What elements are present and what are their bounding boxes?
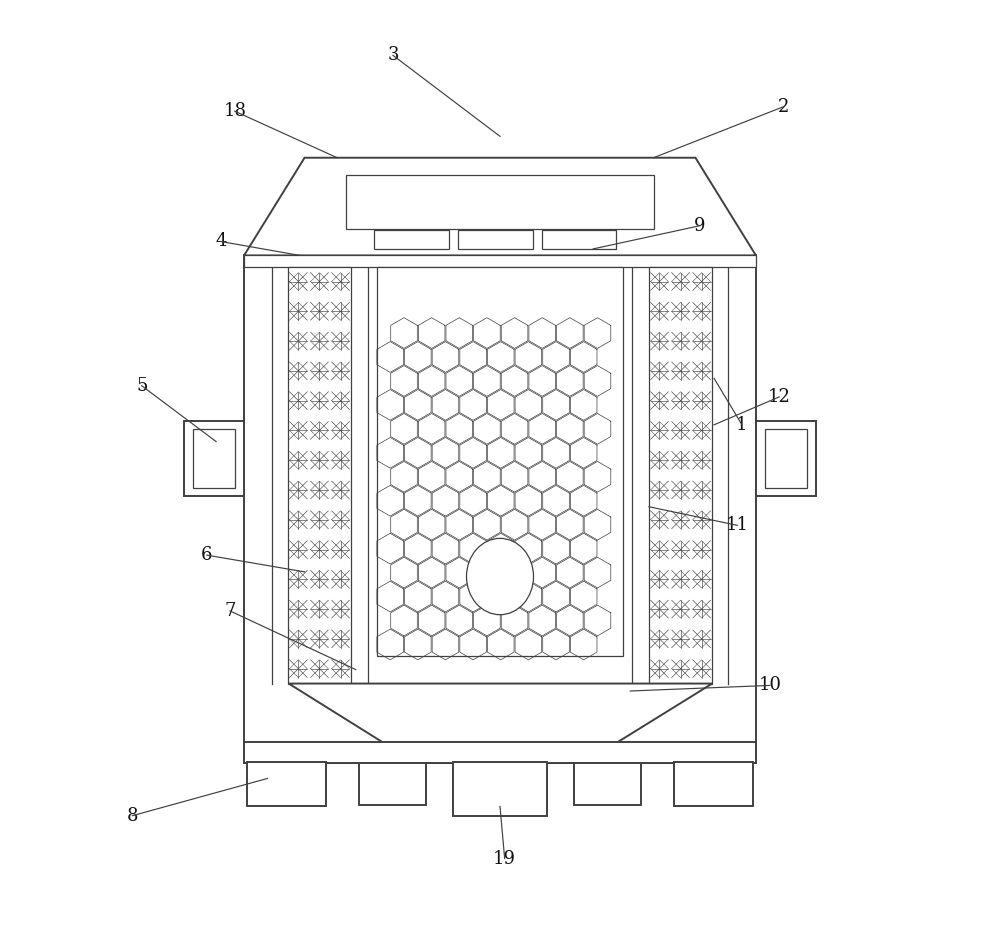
- Text: 4: 4: [215, 233, 226, 251]
- Text: 19: 19: [493, 850, 516, 868]
- Polygon shape: [289, 684, 712, 748]
- Bar: [542, 230, 616, 249]
- Text: 9: 9: [694, 217, 706, 235]
- Text: 1: 1: [736, 416, 748, 434]
- Bar: [184, 421, 244, 496]
- Text: 2: 2: [778, 98, 790, 115]
- Bar: [649, 267, 712, 684]
- Text: 8: 8: [127, 807, 138, 824]
- Text: 10: 10: [758, 676, 781, 695]
- Bar: [453, 762, 547, 816]
- Bar: [244, 255, 756, 762]
- Bar: [346, 176, 654, 229]
- Bar: [359, 762, 426, 805]
- Text: 18: 18: [223, 102, 246, 120]
- Bar: [247, 762, 326, 807]
- Text: 12: 12: [768, 388, 791, 406]
- Bar: [674, 762, 753, 807]
- Bar: [458, 230, 533, 249]
- Bar: [574, 762, 641, 805]
- Text: 5: 5: [136, 377, 147, 394]
- Polygon shape: [244, 158, 756, 255]
- Bar: [244, 255, 756, 267]
- Bar: [244, 742, 756, 762]
- Text: 11: 11: [726, 516, 749, 534]
- Text: 7: 7: [224, 602, 236, 620]
- Bar: [756, 421, 816, 496]
- Bar: [193, 429, 235, 488]
- Bar: [765, 429, 807, 488]
- Ellipse shape: [466, 538, 534, 615]
- Bar: [374, 230, 449, 249]
- Bar: [288, 267, 351, 684]
- Bar: [377, 267, 623, 655]
- Text: 3: 3: [387, 46, 399, 65]
- Text: 6: 6: [201, 546, 213, 564]
